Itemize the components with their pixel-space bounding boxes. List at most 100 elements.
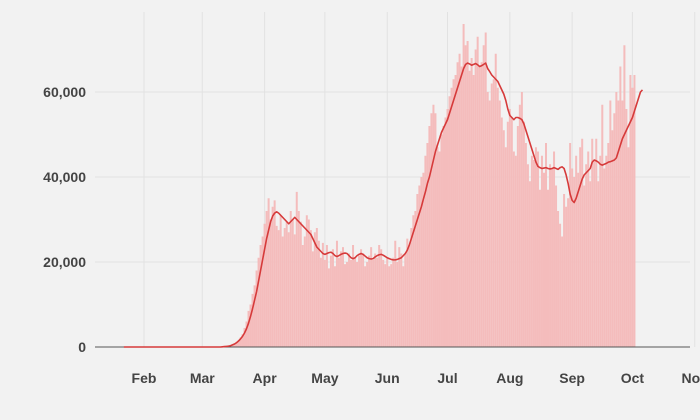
daily-bar bbox=[271, 206, 274, 347]
daily-bar bbox=[263, 223, 266, 347]
daily-bar bbox=[265, 211, 268, 347]
daily-bar bbox=[289, 211, 292, 347]
daily-bar bbox=[259, 245, 262, 347]
daily-bar bbox=[281, 236, 284, 347]
daily-bar bbox=[490, 83, 493, 347]
daily-bar bbox=[476, 36, 479, 347]
x-tick-label: Jun bbox=[375, 370, 400, 386]
daily-bar bbox=[551, 168, 554, 347]
daily-bar bbox=[305, 215, 308, 347]
daily-bar bbox=[285, 221, 288, 348]
daily-bar bbox=[350, 259, 353, 348]
x-tick-label: Nov bbox=[682, 370, 700, 386]
daily-bar bbox=[358, 255, 361, 348]
daily-bar bbox=[462, 24, 465, 347]
x-tick-label: Sep bbox=[559, 370, 585, 386]
daily-bar bbox=[547, 189, 550, 347]
daily-bar bbox=[466, 41, 469, 347]
daily-bar bbox=[506, 121, 509, 347]
daily-bar bbox=[613, 113, 616, 347]
daily-bar bbox=[498, 100, 501, 347]
daily-bar bbox=[374, 253, 377, 347]
daily-bar bbox=[335, 240, 338, 347]
daily-bar bbox=[344, 264, 346, 348]
daily-bar bbox=[563, 194, 566, 347]
daily-bar bbox=[293, 234, 296, 348]
daily-bar bbox=[372, 259, 375, 348]
daily-bar bbox=[619, 66, 622, 347]
daily-bar bbox=[609, 100, 612, 347]
daily-bar bbox=[430, 113, 433, 347]
daily-bar bbox=[464, 45, 467, 347]
daily-bar bbox=[243, 327, 246, 348]
daily-bar bbox=[446, 109, 449, 347]
daily-bar bbox=[534, 147, 537, 347]
daily-bar bbox=[631, 87, 634, 347]
daily-bar bbox=[321, 242, 324, 348]
daily-bar bbox=[611, 130, 614, 347]
daily-bar bbox=[325, 245, 328, 347]
daily-bar bbox=[418, 185, 421, 347]
daily-bar bbox=[370, 247, 373, 348]
daily-bar bbox=[625, 109, 628, 347]
daily-bar bbox=[633, 75, 636, 347]
daily-bar bbox=[589, 181, 592, 347]
daily-bar bbox=[348, 253, 351, 347]
daily-bar bbox=[233, 343, 236, 347]
daily-bar bbox=[297, 211, 300, 347]
daily-bar bbox=[448, 96, 451, 347]
daily-bar bbox=[241, 334, 244, 347]
y-tick-label: 60,000 bbox=[43, 84, 86, 100]
daily-bar bbox=[502, 130, 505, 347]
x-tick-label: Mar bbox=[190, 370, 215, 386]
daily-bar bbox=[440, 134, 443, 347]
daily-bar bbox=[514, 155, 517, 347]
x-tick-label: Jul bbox=[437, 370, 457, 386]
daily-bar bbox=[412, 215, 415, 347]
daily-bar bbox=[526, 164, 529, 347]
daily-bar bbox=[438, 151, 441, 347]
daily-bar bbox=[299, 221, 302, 348]
daily-bar bbox=[442, 126, 445, 347]
rolling-average-line bbox=[123, 62, 644, 348]
x-tick-label: Apr bbox=[253, 370, 278, 386]
daily-bar bbox=[629, 75, 632, 347]
daily-bar bbox=[605, 155, 608, 347]
daily-bar bbox=[414, 211, 417, 347]
daily-bar bbox=[478, 66, 481, 347]
daily-bar bbox=[410, 228, 413, 347]
daily-bar bbox=[245, 321, 248, 347]
daily-bar bbox=[257, 257, 260, 347]
daily-bar bbox=[291, 219, 294, 347]
daily-bar bbox=[520, 92, 523, 347]
daily-bar bbox=[496, 87, 499, 347]
daily-bar bbox=[398, 247, 401, 348]
daily-bar bbox=[390, 264, 393, 348]
daily-bar bbox=[486, 92, 489, 347]
daily-bar bbox=[565, 206, 568, 347]
daily-bar bbox=[524, 143, 527, 347]
daily-bar bbox=[406, 238, 409, 348]
daily-bar bbox=[621, 100, 624, 347]
daily-bar bbox=[585, 164, 588, 347]
daily-bar bbox=[516, 126, 519, 347]
daily-bar bbox=[559, 223, 562, 347]
daily-bar bbox=[617, 100, 620, 347]
daily-bar bbox=[593, 160, 596, 347]
x-axis-ticks: Feb Mar Apr May Jun Jul Aug Sep Oct Nov bbox=[132, 370, 700, 386]
daily-bar bbox=[468, 70, 471, 347]
daily-bar bbox=[504, 147, 507, 347]
daily-bar bbox=[450, 87, 453, 347]
daily-bar bbox=[261, 236, 264, 347]
daily-bar bbox=[309, 230, 312, 348]
daily-bar bbox=[269, 219, 272, 347]
daily-bar bbox=[339, 251, 342, 348]
daily-bar bbox=[380, 249, 383, 347]
daily-bar bbox=[317, 240, 320, 347]
daily-bar bbox=[422, 172, 425, 347]
daily-bar bbox=[488, 100, 491, 347]
daily-bar bbox=[376, 257, 379, 347]
daily-bar bbox=[470, 58, 473, 347]
daily-bar bbox=[538, 189, 541, 347]
daily-bar bbox=[327, 268, 330, 348]
